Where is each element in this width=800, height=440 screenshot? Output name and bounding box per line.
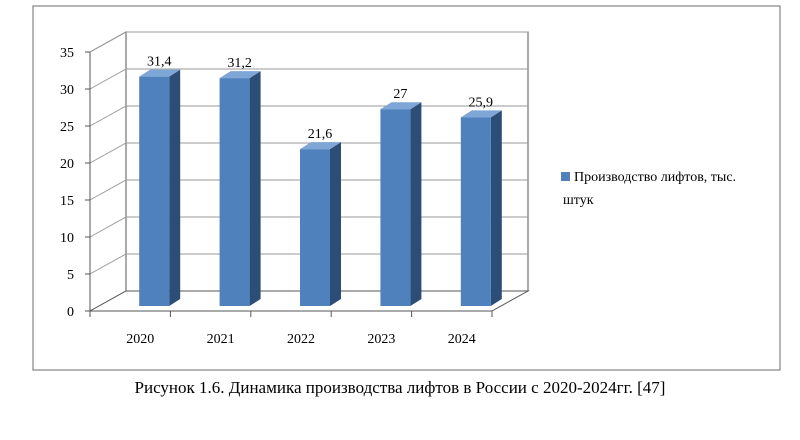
bar-2024 [460,117,491,306]
bar-2023 [380,109,411,306]
bar-top [460,110,502,118]
y-tick-label: 0 [67,305,74,320]
x-axis: 2020 2021 2022 2023 2024 [89,310,493,347]
bar-2021 [219,78,250,307]
bar-side [330,142,341,306]
data-label: 27 [393,87,407,102]
x-tick-label: 2020 [126,332,154,347]
legend-label-line2: штук [563,193,594,208]
y-tick-label: 20 [60,157,74,172]
bars: 31,4 31,2 21,6 27 25,9 [139,55,502,307]
x-tick-label: 2022 [287,332,315,347]
legend-label-line1: Производство лифтов, тыс. [574,170,736,185]
gridline [89,31,528,53]
y-tick-label: 35 [60,46,74,61]
data-label: 21,6 [308,127,333,142]
bar-2022 [300,149,330,306]
y-tick-label: 30 [60,83,74,98]
gridline [89,68,528,90]
bar-side [410,102,422,306]
y-axis: 0 5 10 15 20 25 30 35 [60,46,91,320]
bar-top [380,102,422,110]
legend-swatch [561,172,570,181]
y-tick-label: 10 [60,231,74,246]
x-tick-label: 2024 [448,332,476,347]
bar-top [219,71,261,79]
bar-2020 [139,76,170,306]
legend: Производство лифтов, тыс. штук [561,170,736,208]
bar-top [139,69,181,77]
bar-side [169,69,181,306]
bar-side [249,71,261,307]
data-label: 31,4 [147,55,172,70]
x-tick-label: 2021 [207,332,235,347]
x-tick-label: 2023 [367,332,395,347]
y-tick-label: 15 [60,194,74,209]
data-label: 25,9 [469,95,494,110]
bar-side [490,110,502,306]
y-tick-label: 25 [60,120,74,135]
left-wall [89,31,127,312]
y-tick-label: 5 [67,268,74,283]
data-label: 31,2 [227,56,252,71]
figure-caption: Рисунок 1.6. Динамика производства лифто… [134,378,666,397]
bar-top [300,142,341,150]
